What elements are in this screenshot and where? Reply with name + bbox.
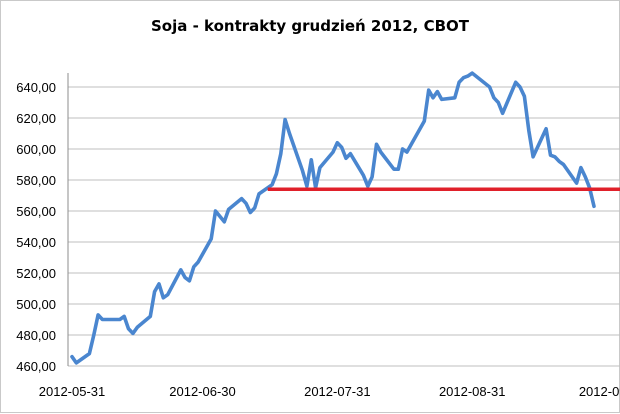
y-tick-label: 600,00	[16, 142, 56, 157]
y-tick-label: 620,00	[16, 111, 56, 126]
y-tick-label: 540,00	[16, 235, 56, 250]
y-tick-label: 520,00	[16, 266, 56, 281]
y-tick-label: 500,00	[16, 297, 56, 312]
y-tick-label: 460,00	[16, 359, 56, 374]
y-tick-label: 640,00	[16, 80, 56, 95]
x-tick-label: 2012-08-31	[439, 384, 506, 399]
y-tick-label: 480,00	[16, 328, 56, 343]
x-tick-label: 2012-05-31	[39, 384, 106, 399]
y-tick-label: 580,00	[16, 173, 56, 188]
x-tick-label: 2012-07-31	[304, 384, 371, 399]
chart-title: Soja - kontrakty grudzień 2012, CBOT	[150, 17, 470, 35]
x-tick-label: 2012-09	[579, 384, 620, 399]
y-tick-label: 560,00	[16, 204, 56, 219]
x-tick-label: 2012-06-30	[169, 384, 236, 399]
series-line	[70, 71, 596, 365]
